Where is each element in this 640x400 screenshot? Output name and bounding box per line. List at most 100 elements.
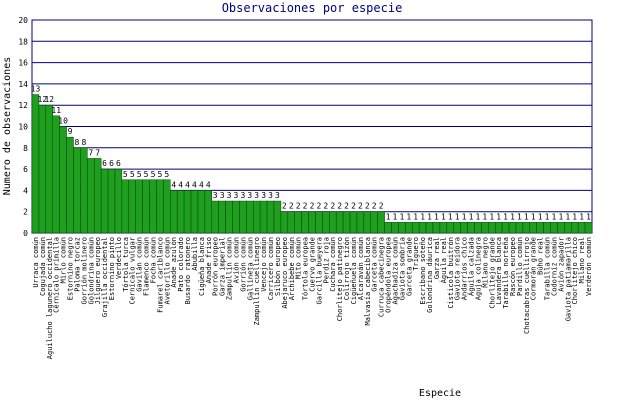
x-tick-label: Chorlitejo patinegro [336, 237, 344, 321]
value-label: 3 [240, 191, 245, 200]
y-tick-label: 12 [18, 101, 28, 110]
x-tick-label: Cogujada común [39, 237, 47, 296]
x-tick-label: Lavandera blanca [495, 237, 503, 304]
bar [564, 222, 572, 234]
x-tick-label: Garceta común [371, 237, 379, 292]
x-tick-label: Alcaraván común [357, 237, 365, 300]
bar [294, 211, 302, 234]
bar [342, 211, 351, 234]
value-label: 1 [572, 212, 577, 221]
bar [460, 222, 468, 234]
value-label: 1 [455, 212, 460, 221]
value-label: 2 [344, 202, 349, 211]
x-tick-label: Vencejo común [260, 237, 268, 292]
x-tick-label: Ánade azulón [169, 237, 178, 288]
value-label: 2 [358, 202, 363, 211]
value-label: 5 [151, 170, 156, 179]
value-label: 2 [372, 202, 377, 211]
value-label: 2 [296, 202, 301, 211]
bar [370, 211, 378, 234]
x-tick-label: Golondrina común [87, 237, 95, 304]
value-label: 3 [220, 191, 225, 200]
bar [571, 222, 579, 234]
x-tick-label: Águila real [439, 237, 448, 283]
value-label: 2 [303, 202, 308, 211]
x-tick-label: Carricero común [267, 237, 275, 300]
x-tick-label: Mirlo común [60, 237, 68, 283]
bar [432, 222, 441, 234]
x-tick-label: Focha común [149, 237, 157, 283]
bar [418, 222, 427, 234]
bar [121, 179, 130, 234]
bar [259, 200, 268, 234]
value-label: 2 [337, 202, 342, 211]
value-label: 2 [289, 202, 294, 211]
bar [349, 211, 358, 234]
bar [73, 147, 81, 234]
x-tick-label: Gavilán común [136, 237, 144, 292]
y-tick-label: 6 [23, 165, 28, 174]
bar [239, 200, 247, 234]
x-axis-label: Especie [419, 388, 461, 399]
chart-title: Observaciones por especie [222, 1, 403, 15]
bar [38, 104, 47, 234]
value-label: 1 [496, 212, 501, 221]
x-tick-label: Aguilucho lagunero occidental [46, 237, 54, 359]
bar [439, 222, 448, 234]
value-label: 1 [469, 212, 474, 221]
value-label: 1 [565, 212, 570, 221]
x-tick-label: Tórtola europea [302, 237, 310, 300]
x-tick-label: Mito común [295, 237, 303, 279]
bar [515, 222, 524, 234]
bar [176, 190, 185, 234]
bar [501, 222, 510, 234]
value-label: 8 [81, 138, 86, 147]
bar [453, 222, 461, 234]
x-tick-label: Cuervo grande [309, 237, 317, 292]
value-label: 1 [434, 212, 439, 221]
bar [287, 211, 295, 234]
value-label: 1 [482, 212, 487, 221]
x-tick-label: Estornino negro [67, 237, 75, 300]
x-tick-label: Verdecillo [115, 237, 123, 279]
x-tick-label: Abejaruco europeo [281, 237, 289, 309]
value-label: 1 [406, 212, 411, 221]
x-tick-label: Cernícalo vulgar [129, 237, 137, 304]
value-label: 6 [109, 159, 114, 168]
value-label: 4 [192, 180, 197, 189]
value-label: 1 [552, 212, 557, 221]
x-tick-label: Codorniz común [550, 237, 558, 296]
value-label: 1 [420, 212, 425, 221]
x-tick-label: Tarabilla común [544, 237, 552, 300]
bar [322, 211, 330, 234]
bar [107, 168, 116, 234]
bar [488, 222, 496, 234]
bar [405, 222, 413, 234]
value-label: 4 [206, 180, 211, 189]
x-tick-label: Fumarel cariblanco [156, 237, 164, 313]
x-tick-label: Flamenco común [143, 237, 151, 296]
y-tick-label: 16 [18, 59, 28, 68]
x-tick-label: Pato colorado [177, 237, 185, 292]
bar [128, 179, 136, 234]
bar [536, 222, 544, 234]
y-axis-label: Numero de observaciones [2, 57, 13, 195]
x-tick-label: Gaviota sombría [398, 237, 406, 300]
x-tick-label: Abubilla [191, 237, 199, 271]
x-tick-label: Avión común [232, 237, 240, 283]
bar [183, 190, 192, 234]
x-tick-label: Tórtola turca [122, 237, 130, 292]
value-label: 2 [310, 202, 315, 211]
value-label: 2 [330, 202, 335, 211]
x-tick-label: Cigüeña blanca [198, 237, 206, 296]
x-tick-label: Malvasía cabeciblanca [364, 237, 372, 326]
x-tick-label: Oropéndola europea [385, 237, 393, 313]
x-tick-label: Silbón europeo [274, 237, 282, 296]
x-tick-label: Busardo ratonero [184, 237, 192, 304]
bar [100, 168, 109, 234]
bar [204, 190, 213, 234]
bar [225, 200, 233, 234]
bar [391, 222, 399, 234]
value-label: 5 [137, 170, 142, 179]
